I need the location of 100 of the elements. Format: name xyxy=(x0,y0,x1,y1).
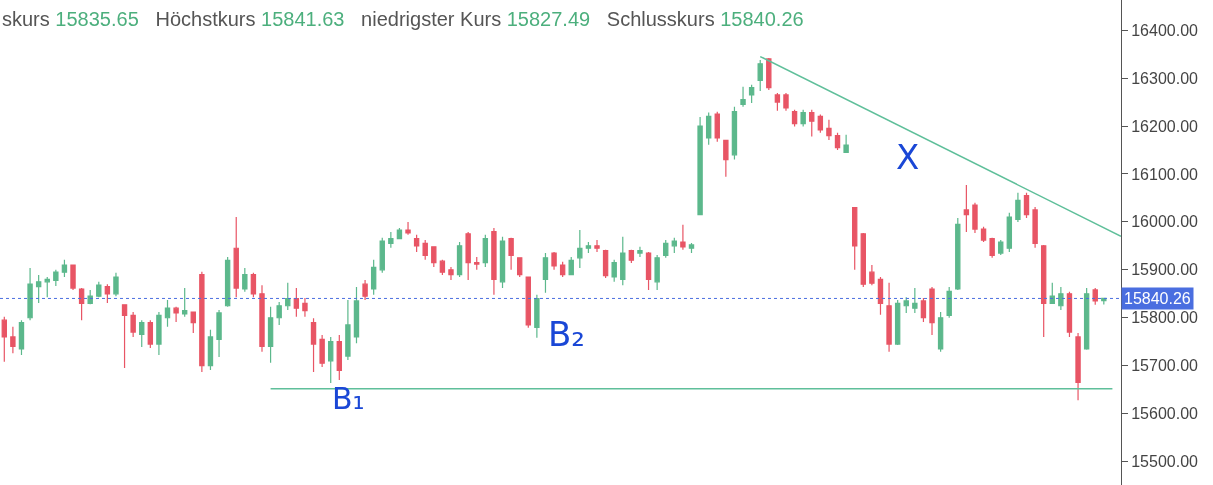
candlestick xyxy=(259,284,265,353)
y-tick-label: 15600.00 xyxy=(1131,405,1199,423)
candlestick xyxy=(139,319,145,348)
candlestick xyxy=(319,334,325,368)
candlestick xyxy=(70,264,76,291)
candlestick xyxy=(723,139,729,178)
chart-title: skurs 15835.65 Höchstkurs 15841.63 niedrigster Kurs 15827.49 Schlusskurs 15840.26 xyxy=(2,8,821,30)
candlestick xyxy=(207,329,214,371)
candlestick xyxy=(809,109,815,138)
candlestick xyxy=(508,237,514,271)
candlestick xyxy=(774,92,781,112)
candlestick xyxy=(980,226,987,243)
candlestick xyxy=(336,334,343,381)
candlestick xyxy=(27,267,33,321)
y-tick-label: 16400.00 xyxy=(1131,21,1199,39)
candlestick xyxy=(920,297,927,323)
candlestick xyxy=(370,259,377,296)
y-tick-label: 15700.00 xyxy=(1131,357,1199,375)
candlestick xyxy=(199,271,205,373)
candlestick xyxy=(35,274,42,304)
candlestick xyxy=(843,134,849,154)
candlestick xyxy=(104,283,111,304)
candlestick xyxy=(1032,206,1038,249)
candlestick xyxy=(1058,286,1064,311)
candlestick xyxy=(499,236,506,289)
candlestick xyxy=(156,311,162,356)
candlestick xyxy=(1,316,7,363)
candlestick xyxy=(525,276,531,329)
candlestick xyxy=(61,259,68,278)
candlestick xyxy=(834,132,841,151)
y-tick-label: 16200.00 xyxy=(1131,117,1199,135)
candlestick xyxy=(972,202,978,234)
candlestick xyxy=(663,239,669,259)
candlestick xyxy=(714,111,720,143)
candlestick xyxy=(637,246,643,258)
candlestick xyxy=(912,287,918,314)
candlestick xyxy=(18,319,25,356)
candlestick xyxy=(937,311,944,353)
candlestick xyxy=(731,106,738,161)
candlestick xyxy=(602,249,609,279)
candlestick xyxy=(826,119,832,141)
candlestick xyxy=(190,311,196,334)
candlestick xyxy=(328,336,334,384)
candlestick xyxy=(78,287,85,321)
candlestick xyxy=(886,282,892,353)
candlestick xyxy=(740,86,746,108)
candlestick xyxy=(620,236,626,286)
candlestick xyxy=(1049,282,1055,304)
candlestick xyxy=(903,296,909,314)
candlestick xyxy=(285,282,291,311)
candlestick xyxy=(680,224,686,251)
candlestick xyxy=(388,231,394,249)
annotation: X xyxy=(896,137,920,177)
candlestick xyxy=(130,311,136,338)
candlestick xyxy=(963,184,970,233)
candlestick xyxy=(585,241,592,254)
candlestick xyxy=(577,229,583,269)
candlestick xyxy=(1006,212,1013,253)
candlestick xyxy=(302,297,308,318)
y-tick-label: 15800.00 xyxy=(1131,309,1199,327)
candlestick xyxy=(181,287,188,318)
candlestick xyxy=(379,237,385,274)
candlestick xyxy=(783,92,789,112)
candlestick xyxy=(1075,332,1081,401)
candlestick xyxy=(894,299,901,346)
candlestick xyxy=(748,84,755,104)
candlestick xyxy=(439,259,446,276)
candlestick xyxy=(869,264,875,286)
candlestick xyxy=(250,272,257,298)
candlestick xyxy=(482,234,489,268)
candlestick xyxy=(568,256,574,276)
annotation: B₁ xyxy=(332,381,365,416)
candlestick xyxy=(362,279,368,301)
candlestick xyxy=(10,326,16,354)
candlestick xyxy=(267,306,274,364)
candlestick xyxy=(697,116,703,216)
y-tick-label: 16300.00 xyxy=(1131,69,1199,87)
candlestick xyxy=(611,259,617,283)
candlestick xyxy=(998,239,1004,256)
candlestick xyxy=(293,287,300,318)
y-tick-label: 15900.00 xyxy=(1131,261,1199,279)
candlestick xyxy=(766,57,772,91)
candlestick xyxy=(456,241,463,278)
candlestick xyxy=(800,109,806,128)
candlestick xyxy=(705,112,712,146)
candlestick xyxy=(860,232,866,288)
candlestick xyxy=(1083,287,1090,351)
candlestick xyxy=(310,317,317,373)
candlestick xyxy=(113,272,119,297)
candlestick xyxy=(121,304,128,369)
candlestick xyxy=(242,267,248,293)
candlestick xyxy=(413,234,420,253)
candlestick xyxy=(534,294,540,339)
candlestick xyxy=(276,301,282,326)
candlestick xyxy=(353,286,360,344)
candlestick xyxy=(87,289,93,305)
candlestick xyxy=(551,251,557,271)
candlestick xyxy=(431,246,437,268)
candlestick xyxy=(671,237,678,254)
candlestick xyxy=(688,242,695,254)
